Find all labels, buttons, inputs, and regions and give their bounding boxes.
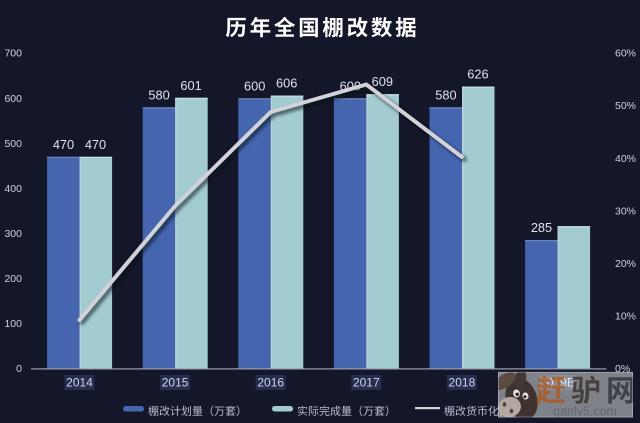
svg-text:606: 606	[276, 76, 297, 91]
svg-text:30%: 30%	[615, 205, 636, 217]
svg-text:300: 300	[4, 228, 22, 240]
svg-text:40%: 40%	[615, 153, 636, 165]
svg-text:20%: 20%	[615, 258, 636, 270]
svg-text:580: 580	[148, 87, 169, 102]
svg-text:2018: 2018	[449, 376, 476, 390]
svg-text:50%: 50%	[615, 100, 636, 112]
svg-text:580: 580	[435, 87, 456, 102]
svg-text:609: 609	[372, 74, 393, 89]
svg-text:700: 700	[4, 48, 22, 60]
svg-text:200: 200	[4, 273, 22, 285]
svg-text:470: 470	[53, 137, 74, 152]
svg-text:500: 500	[4, 138, 22, 150]
svg-text:400: 400	[4, 183, 22, 195]
svg-text:0%: 0%	[615, 363, 630, 375]
svg-text:285: 285	[531, 220, 552, 235]
svg-text:0: 0	[16, 363, 22, 375]
svg-text:470: 470	[85, 137, 106, 152]
svg-text:2015: 2015	[162, 376, 189, 390]
svg-text:626: 626	[467, 67, 488, 82]
svg-text:100: 100	[4, 318, 22, 330]
svg-text:2017: 2017	[353, 376, 380, 390]
svg-text:600: 600	[4, 93, 22, 105]
svg-text:ganlv5.com: ganlv5.com	[553, 405, 617, 419]
svg-text:2014: 2014	[66, 376, 93, 390]
svg-text:10%: 10%	[615, 310, 636, 322]
svg-text:601: 601	[180, 78, 201, 93]
svg-text:600: 600	[244, 78, 265, 93]
svg-text:60%: 60%	[615, 48, 636, 60]
svg-text:2016: 2016	[257, 376, 284, 390]
